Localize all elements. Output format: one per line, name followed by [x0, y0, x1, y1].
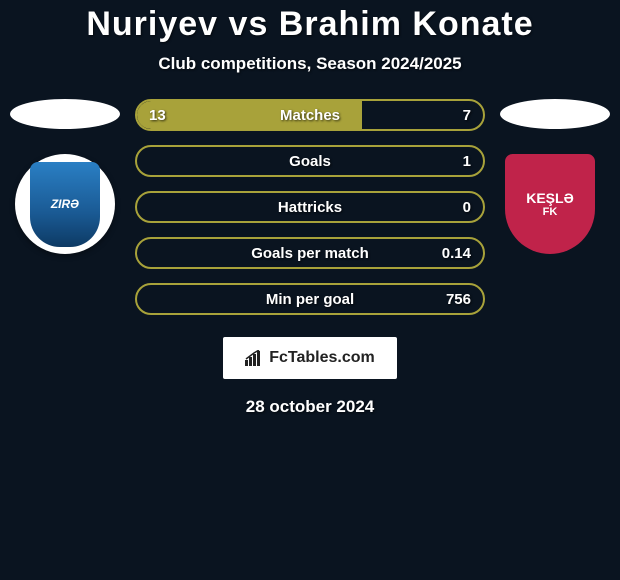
stats-column: 13 Matches 7 Goals 1 Hattricks 0 Goals per matc… [135, 99, 485, 315]
stat-right-value: 7 [463, 107, 471, 124]
right-team-sub: FK [543, 206, 558, 218]
stat-label: Matches [280, 107, 340, 124]
comparison-content: ZIRƏ 13 Matches 7 Goals 1 Hattricks 0 Goals per… [0, 99, 620, 315]
footer: FcTables.com 28 october 2024 [0, 337, 620, 417]
stat-right-value: 1 [463, 153, 471, 170]
right-team-badge: KEŞLƏ FK [505, 154, 595, 254]
stat-right-value: 756 [446, 291, 471, 308]
stat-right-value: 0.14 [442, 245, 471, 262]
left-side: ZIRƏ [5, 99, 125, 254]
stat-row-min-per-goal: Min per goal 756 [135, 283, 485, 315]
brand-text: FcTables.com [269, 349, 375, 367]
right-team-name: KEŞLƏ [526, 190, 574, 206]
stat-label: Hattricks [278, 199, 342, 216]
right-side: KEŞLƏ FK [495, 99, 615, 264]
stat-label: Goals per match [251, 245, 369, 262]
left-team-badge: ZIRƏ [30, 162, 100, 247]
right-team-logo: KEŞLƏ FK [505, 154, 605, 264]
left-team-logo: ZIRƏ [15, 154, 115, 254]
stat-row-hattricks: Hattricks 0 [135, 191, 485, 223]
stat-right-value: 0 [463, 199, 471, 216]
stat-row-goals: Goals 1 [135, 145, 485, 177]
chart-icon [245, 350, 263, 366]
left-player-oval [10, 99, 120, 129]
page-title: Nuriyev vs Brahim Konate [0, 5, 620, 44]
stat-label: Goals [289, 153, 331, 170]
right-player-oval [500, 99, 610, 129]
brand-badge: FcTables.com [223, 337, 397, 379]
stat-label: Min per goal [266, 291, 354, 308]
stat-row-matches: 13 Matches 7 [135, 99, 485, 131]
subtitle: Club competitions, Season 2024/2025 [0, 54, 620, 74]
stat-left-value: 13 [149, 107, 166, 124]
stat-row-goals-per-match: Goals per match 0.14 [135, 237, 485, 269]
date-text: 28 october 2024 [246, 397, 375, 417]
